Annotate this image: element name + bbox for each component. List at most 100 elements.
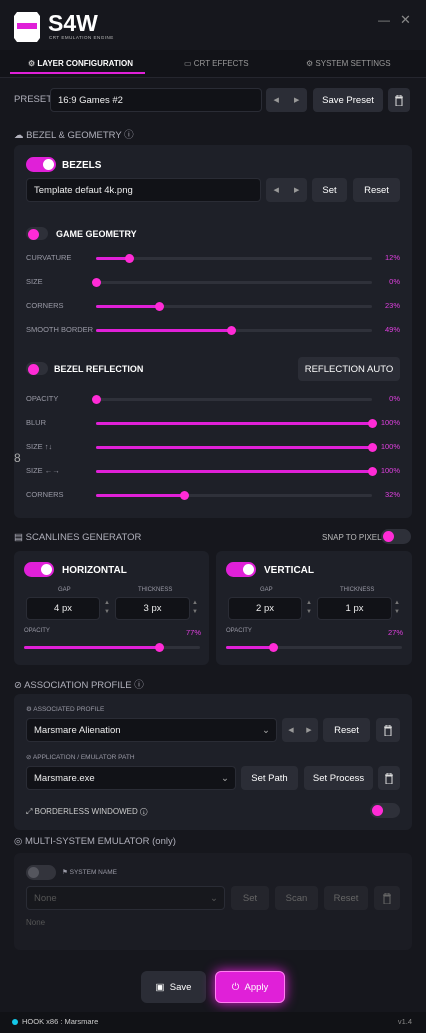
slider-knob bbox=[226, 326, 236, 335]
multi-toggle[interactable] bbox=[26, 865, 56, 880]
delete-profile-button[interactable] bbox=[376, 718, 400, 742]
slider[interactable] bbox=[96, 467, 377, 476]
set-button[interactable]: Set bbox=[312, 178, 347, 202]
preset-arrows[interactable]: ◀ ▶ bbox=[266, 88, 307, 112]
slider-value: 27% bbox=[387, 628, 403, 637]
thickness-input[interactable]: 3 px bbox=[115, 597, 190, 620]
path-label: ⊘ APPLICATION / EMULATOR PATH bbox=[26, 754, 135, 761]
tab[interactable]: ⚙ SYSTEM SETTINGS bbox=[306, 59, 391, 68]
version: v1.4 bbox=[397, 1017, 412, 1026]
slider-fill bbox=[226, 646, 274, 649]
set-path-button[interactable]: Set Path bbox=[241, 766, 298, 790]
slider-knob bbox=[154, 302, 164, 311]
preset-input[interactable]: 16:9 Games #2 bbox=[50, 88, 262, 112]
scanline-label: VERTICAL bbox=[264, 565, 314, 576]
status-dot bbox=[12, 1019, 18, 1025]
scanline-toggle[interactable] bbox=[24, 562, 54, 577]
slider-knob bbox=[91, 278, 101, 287]
reflection-toggle[interactable] bbox=[26, 362, 48, 375]
association-panel bbox=[14, 694, 412, 830]
link-icon[interactable]: 8 bbox=[14, 451, 21, 465]
apply-button[interactable]: ⏻ Apply bbox=[215, 971, 285, 1003]
slider-label: SMOOTH BORDER bbox=[26, 325, 94, 334]
slider-fill bbox=[96, 494, 185, 497]
slider[interactable] bbox=[96, 491, 372, 500]
snap-label: SNAP TO PIXEL bbox=[322, 533, 382, 542]
snap-toggle[interactable] bbox=[381, 529, 411, 544]
tab-label: CRT EFFECTS bbox=[193, 59, 249, 68]
scan-button[interactable]: Scan bbox=[275, 886, 318, 910]
thickness-label: THICKNESS bbox=[138, 587, 173, 593]
geometry-toggle[interactable] bbox=[26, 227, 48, 240]
slider[interactable] bbox=[96, 443, 377, 452]
thickness-input[interactable]: 1 px bbox=[317, 597, 392, 620]
slider-label: CURVATURE bbox=[26, 253, 72, 262]
slider[interactable] bbox=[226, 643, 402, 652]
slider-fill bbox=[96, 329, 232, 332]
slider[interactable] bbox=[91, 278, 372, 287]
gap-spin: ▲ ▼ bbox=[306, 600, 312, 615]
tab[interactable]: ▭ CRT EFFECTS bbox=[184, 59, 249, 68]
profile-dropdown[interactable]: Marsmare Alienation ⌄ bbox=[26, 718, 277, 742]
scanline-label: HORIZONTAL bbox=[62, 565, 127, 576]
system-name-text: SYSTEM NAME bbox=[69, 869, 117, 876]
bezel-file-input[interactable]: Template defaut 4k.png bbox=[26, 178, 261, 202]
scanline-toggle[interactable] bbox=[226, 562, 256, 577]
save-preset-button[interactable]: Save Preset bbox=[313, 88, 383, 112]
slider-knob bbox=[367, 443, 377, 452]
slider-knob bbox=[269, 643, 279, 652]
bezel-arrows[interactable]: ◀ ▶ bbox=[266, 178, 307, 202]
borderless-toggle[interactable] bbox=[370, 803, 400, 818]
gap-input[interactable]: 4 px bbox=[26, 597, 100, 620]
system-name-label: ⚑ SYSTEM NAME bbox=[62, 869, 117, 876]
minimize[interactable]: — bbox=[378, 13, 390, 27]
save-button[interactable]: ▣ Save bbox=[141, 971, 206, 1003]
slider-value: 23% bbox=[384, 301, 400, 310]
slider-label: SIZE ↑↓ bbox=[26, 442, 53, 451]
multi-delete-button[interactable] bbox=[374, 886, 400, 910]
reset-button[interactable]: Reset bbox=[353, 178, 400, 202]
slider-value: 100% bbox=[380, 466, 400, 475]
status-text: HOOK x86 : Marsmare bbox=[22, 1017, 99, 1026]
slider-value: 0% bbox=[389, 394, 400, 403]
reflection-auto-button[interactable]: REFLECTION AUTO bbox=[298, 357, 400, 381]
multi-reset-button[interactable]: Reset bbox=[324, 886, 368, 910]
apply-label: Apply bbox=[244, 981, 269, 993]
path-dropdown[interactable]: Marsmare.exe ⌄ bbox=[26, 766, 236, 790]
profile-label-text: ASSOCIATED PROFILE bbox=[33, 706, 105, 713]
bezels-toggle[interactable] bbox=[26, 157, 56, 172]
profile-label: ⚙ ASSOCIATED PROFILE bbox=[26, 706, 105, 713]
slider[interactable] bbox=[96, 302, 372, 311]
delete-preset-button[interactable] bbox=[388, 88, 410, 112]
slider[interactable] bbox=[96, 419, 377, 428]
slider-label: OPACITY bbox=[26, 394, 59, 403]
slider[interactable] bbox=[96, 254, 372, 263]
profile-reset-button[interactable]: Reset bbox=[323, 718, 370, 742]
system-dropdown[interactable]: None ⌄ bbox=[26, 886, 225, 910]
slider-label: SIZE ←→ bbox=[26, 466, 60, 475]
section-title: ☁ BEZEL & GEOMETRY ⓘ bbox=[14, 130, 134, 141]
logo-icon bbox=[14, 12, 40, 42]
tab[interactable]: ⚙ LAYER CONFIGURATION bbox=[28, 59, 133, 68]
slider[interactable] bbox=[96, 326, 372, 335]
profile-arrows[interactable]: ◀ ▶ bbox=[282, 718, 318, 742]
delete-path-button[interactable] bbox=[378, 766, 400, 790]
slider-value: 32% bbox=[384, 490, 400, 499]
slider[interactable] bbox=[91, 395, 372, 404]
slider-fill bbox=[96, 446, 372, 449]
slider-value: 77% bbox=[185, 628, 201, 637]
gap-input[interactable]: 2 px bbox=[228, 597, 302, 620]
slider[interactable] bbox=[24, 643, 200, 652]
multi-set-button[interactable]: Set bbox=[231, 886, 269, 910]
tab-underline bbox=[10, 72, 145, 74]
slider-fill bbox=[96, 305, 160, 308]
slider-knob bbox=[124, 254, 134, 263]
close[interactable]: ✕ bbox=[400, 12, 411, 27]
logo: S4W bbox=[48, 10, 98, 36]
slider-fill bbox=[24, 646, 160, 649]
system-value: None bbox=[34, 892, 57, 904]
set-process-button[interactable]: Set Process bbox=[304, 766, 373, 790]
section-title-text: SCANLINES GENERATOR bbox=[25, 532, 142, 543]
slider-value: 49% bbox=[384, 325, 400, 334]
slider-label: BLUR bbox=[26, 418, 47, 427]
